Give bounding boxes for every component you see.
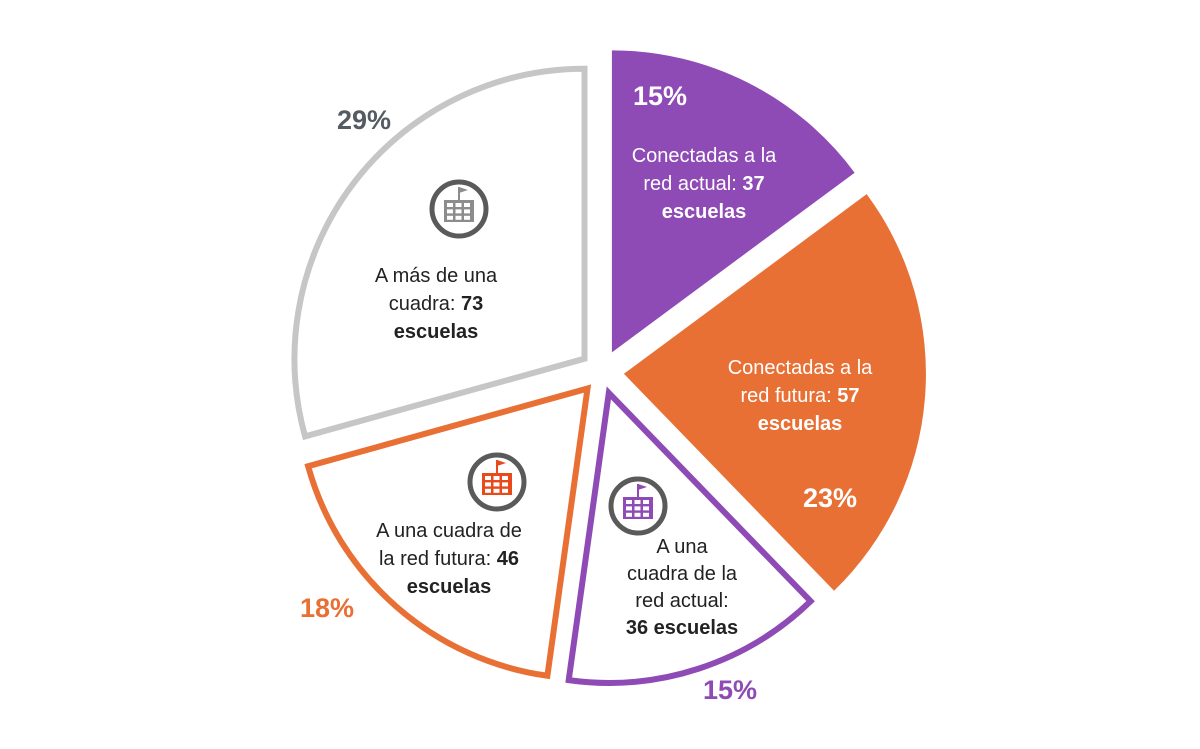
school-building-icon	[608, 476, 668, 536]
slice-category-label: A una cuadra de la red futura: 46 escuelas	[376, 520, 522, 598]
slice-percent-label: 29%	[337, 105, 391, 135]
pie-slice-group: 15% A una cuadra de la red actual: 36 escuel…	[565, 386, 815, 705]
slice-percent-label: 15%	[703, 675, 757, 705]
slice-category-label: Conectadas a la red actual: 37 escuelas	[632, 145, 777, 223]
pie-slice-group: 23% Conectadas a la red futura: 57 escuelas	[623, 194, 926, 591]
pie-slice	[611, 50, 855, 353]
pie-slice	[291, 65, 588, 441]
pie-slice	[623, 194, 926, 591]
slice-category-label: Conectadas a la red futura: 57 escuelas	[728, 357, 873, 435]
pie-slice-group: 29% A más de una cuadra: 73 escuelas	[291, 65, 588, 441]
pie-slice-group: 15% Conectadas a la red actual: 37 escuelas	[611, 50, 855, 353]
slice-percent-label: 15%	[633, 81, 687, 111]
pie-slice	[304, 384, 592, 680]
school-building-icon	[429, 179, 489, 239]
slice-category-label: A una cuadra de la red actual: 36 escuelas	[626, 536, 738, 639]
pie-slice	[565, 386, 815, 686]
pie-slice-group: 18% A una cuadra de la red futura: 46 escue…	[300, 384, 592, 680]
slice-percent-label: 18%	[300, 593, 354, 623]
slice-percent-label: 23%	[803, 483, 857, 513]
school-building-icon	[467, 452, 527, 512]
slice-category-label: A más de una cuadra: 73 escuelas	[375, 265, 498, 343]
